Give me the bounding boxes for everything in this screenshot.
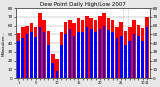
Bar — [94, 32, 97, 78]
Bar — [39, 27, 41, 78]
Bar — [146, 27, 148, 78]
Bar — [17, 33, 20, 78]
Bar — [56, 71, 58, 78]
Bar — [103, 26, 105, 78]
Bar — [111, 32, 114, 78]
Bar — [26, 34, 28, 78]
Bar — [107, 18, 110, 78]
Bar — [68, 29, 71, 78]
Bar — [21, 27, 25, 78]
Bar — [43, 32, 45, 78]
Bar — [141, 28, 144, 78]
Bar — [55, 59, 59, 78]
Bar — [64, 22, 67, 78]
Bar — [136, 25, 140, 78]
Bar — [111, 20, 114, 78]
Bar — [94, 20, 97, 78]
Bar — [119, 22, 123, 78]
Bar — [115, 27, 119, 78]
Bar — [30, 23, 33, 78]
Bar — [81, 20, 84, 78]
Bar — [21, 38, 24, 78]
Bar — [73, 36, 75, 78]
Bar — [17, 41, 20, 78]
Bar — [124, 31, 127, 78]
Title: Dew Point Daily High/Low 2007: Dew Point Daily High/Low 2007 — [40, 2, 126, 7]
Bar — [47, 45, 50, 78]
Bar — [85, 16, 89, 78]
Bar — [141, 41, 144, 78]
Bar — [137, 36, 140, 78]
Bar — [47, 31, 50, 78]
Bar — [128, 41, 131, 78]
Bar — [25, 26, 29, 78]
Bar — [133, 34, 135, 78]
Bar — [68, 20, 72, 78]
Bar — [51, 63, 54, 78]
Bar — [81, 32, 84, 78]
Bar — [72, 23, 76, 78]
Bar — [89, 18, 93, 78]
Bar — [34, 37, 37, 78]
Bar — [128, 27, 132, 78]
Bar — [77, 32, 80, 78]
Bar — [90, 29, 92, 78]
Bar — [116, 38, 118, 78]
Bar — [77, 18, 80, 78]
Bar — [99, 29, 101, 78]
Bar — [107, 30, 110, 78]
Bar — [132, 20, 136, 78]
Bar — [64, 34, 67, 78]
Bar — [38, 13, 42, 78]
Bar — [124, 45, 127, 78]
Bar — [42, 20, 46, 78]
Bar — [145, 17, 149, 78]
Bar — [120, 36, 123, 78]
Y-axis label: Milwaukee...: Milwaukee... — [2, 31, 6, 56]
Bar — [86, 27, 88, 78]
Bar — [60, 32, 63, 78]
Bar — [34, 27, 37, 78]
Bar — [60, 45, 63, 78]
Bar — [30, 32, 33, 78]
Bar — [51, 54, 55, 78]
Bar — [102, 13, 106, 78]
Bar — [98, 16, 102, 78]
